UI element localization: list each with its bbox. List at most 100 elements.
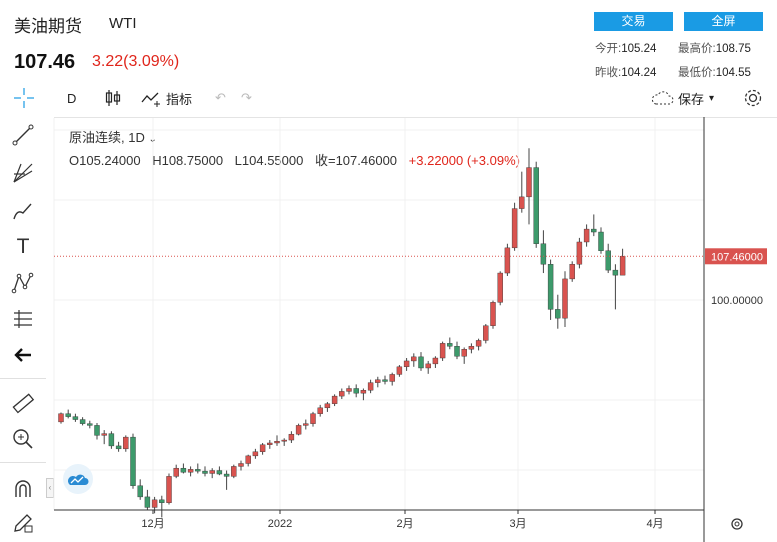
stat-open-value: 105.24 <box>621 43 657 55</box>
candle-body <box>526 167 532 198</box>
save-label: 保存 <box>678 91 705 107</box>
fib-tool[interactable] <box>8 158 38 188</box>
fib-fan-icon <box>13 163 33 183</box>
candle-body <box>562 278 568 319</box>
last-price-tag-bg <box>705 248 767 265</box>
crosshair-icon <box>14 88 34 108</box>
save-button[interactable]: 保存 ▾ <box>650 86 714 110</box>
time-axis-settings-icon <box>731 518 743 530</box>
candle-body <box>173 467 179 477</box>
candle-body <box>569 264 575 280</box>
pattern-tool[interactable] <box>8 268 38 298</box>
candle-body <box>540 243 547 265</box>
stat-open-label: 今开: <box>595 43 622 55</box>
zoom-in-icon <box>13 429 33 449</box>
text-tool[interactable]: T <box>8 232 38 262</box>
stat-high: 最高价:108.75 <box>678 40 751 56</box>
candle-body <box>360 390 367 394</box>
candle-body <box>137 485 143 498</box>
candle-body <box>288 433 295 441</box>
candle-body <box>259 444 266 452</box>
candle-body <box>166 476 172 503</box>
candle-body <box>231 466 237 477</box>
candle-body <box>468 346 475 350</box>
candle-body <box>511 208 518 249</box>
trade-button[interactable]: 交易 <box>594 12 673 31</box>
legend-title: 原油连续, 1D <box>69 130 145 145</box>
measure-tool[interactable] <box>8 304 38 334</box>
time-axis-label: 3月 <box>509 518 526 530</box>
crosshair-tool[interactable] <box>12 86 36 110</box>
stat-low-label: 最低价: <box>678 67 716 79</box>
position-icon <box>14 310 32 328</box>
indicator-icon <box>141 92 160 107</box>
chevron-down-icon: ⌄ <box>148 134 157 145</box>
candle-body <box>123 436 129 450</box>
candle-body <box>461 349 467 357</box>
chevron-left-icon: ‹ <box>48 483 52 492</box>
redo-button[interactable]: ↷ <box>241 86 252 110</box>
time-axis-label: 2022 <box>268 518 292 530</box>
pattern-icon <box>11 272 34 294</box>
candle-body <box>403 360 410 368</box>
candle-body <box>605 250 611 271</box>
time-axis-label: 2月 <box>396 518 413 530</box>
candle-body <box>317 407 323 414</box>
lock-drawing-tool[interactable] <box>8 508 38 538</box>
candle-body <box>267 442 273 445</box>
candle-body <box>555 309 561 319</box>
provider-logo[interactable] <box>63 464 93 494</box>
time-axis: 12月 2022 2月 3月 4月 <box>141 510 664 530</box>
candle-body <box>324 403 331 409</box>
candle-body <box>411 356 417 362</box>
chart-legend-title[interactable]: 原油连续, 1D ⌄ <box>69 127 157 146</box>
chart-top-border <box>54 117 777 118</box>
legend-change: +3.22000 (+3.09%) <box>408 153 520 168</box>
chart-type-button[interactable] <box>103 86 123 110</box>
candle-body <box>202 470 208 474</box>
fullscreen-button[interactable]: 全屏 <box>684 12 763 31</box>
candle-body <box>504 247 511 274</box>
back-button[interactable] <box>8 340 38 370</box>
candle-body <box>195 469 201 472</box>
chevron-down-icon: ▾ <box>709 92 715 104</box>
settings-button[interactable] <box>742 86 764 110</box>
candle-body <box>612 269 619 276</box>
candle-body <box>382 379 388 382</box>
candle-body <box>533 167 539 244</box>
candle-body <box>151 499 158 508</box>
collapse-toolbar-button[interactable]: ‹ <box>46 478 54 498</box>
time-axis-label: 12月 <box>141 518 164 530</box>
indicators-button[interactable]: 指标 <box>140 86 192 110</box>
candle-body <box>144 496 151 508</box>
interval-selector[interactable]: D <box>67 90 77 106</box>
last-price: 107.46 <box>14 51 76 73</box>
legend-low: L104.55000 <box>234 153 304 168</box>
candle-body <box>187 469 194 473</box>
candle-body <box>547 264 554 310</box>
candle-body <box>159 499 165 503</box>
ruler-tool[interactable] <box>8 388 38 418</box>
candle-body <box>130 436 136 486</box>
trend-line-tool[interactable] <box>8 120 38 150</box>
candle-body <box>519 196 525 209</box>
candle-body <box>475 340 482 347</box>
zoom-tool[interactable] <box>8 424 38 454</box>
candle-body <box>483 325 489 341</box>
arrow-left-icon <box>14 348 31 362</box>
undo-icon: ↶ <box>215 90 226 105</box>
candle-body <box>598 231 604 251</box>
candle-body <box>101 433 107 436</box>
candle-body <box>583 228 590 243</box>
magnet-tool[interactable] <box>8 474 38 504</box>
trend-line-icon <box>12 124 34 146</box>
undo-button[interactable]: ↶ <box>215 86 226 110</box>
chart-grid <box>53 118 704 510</box>
sidebar-divider-2 <box>0 462 46 463</box>
candle-body <box>454 346 460 357</box>
candle-body <box>209 470 215 474</box>
brush-tool[interactable] <box>8 196 38 226</box>
cloud-icon <box>651 91 674 105</box>
candle-body <box>425 363 431 369</box>
